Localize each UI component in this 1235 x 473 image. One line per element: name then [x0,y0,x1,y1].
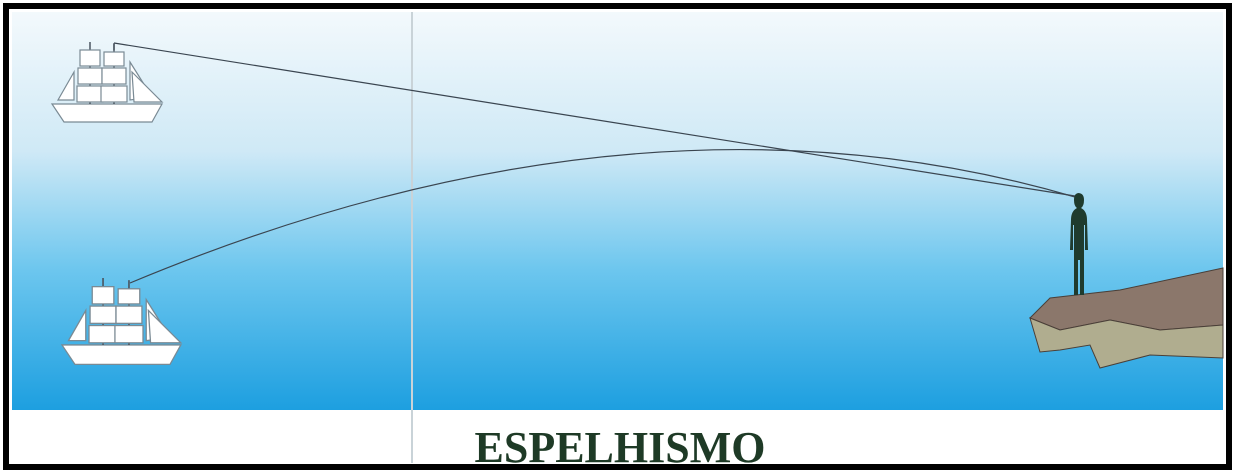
cliff-face [1029,317,1224,369]
sight-line-straight [113,42,1076,197]
frame [3,3,1232,470]
title: ESPELHISMO [475,423,766,472]
sight-line-curved [129,148,1076,284]
sky [12,12,1223,410]
person [1070,193,1088,295]
